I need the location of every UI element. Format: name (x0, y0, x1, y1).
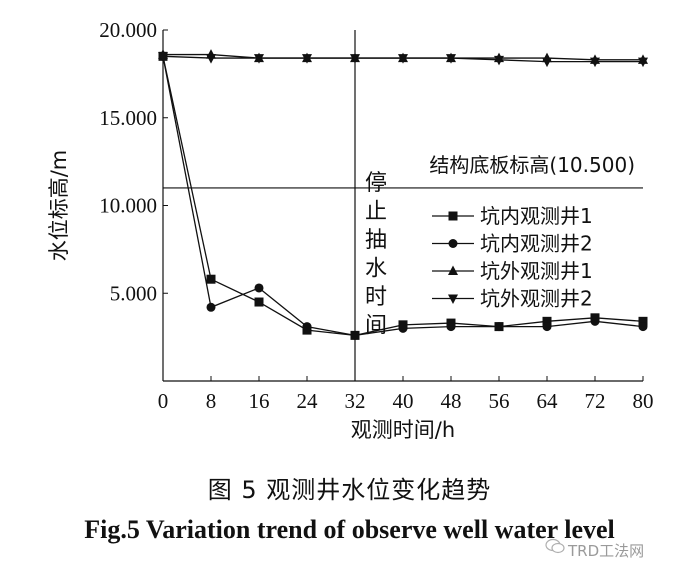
x-tick-label: 72 (585, 389, 606, 413)
data-point-series-2 (638, 322, 648, 332)
legend-label: 坑外观测井1 (480, 259, 593, 283)
event-line-label-char: 水 (365, 256, 387, 281)
wechat-icon (545, 538, 565, 554)
data-point-series-4 (158, 52, 168, 62)
x-tick-label: 24 (297, 389, 319, 413)
event-line-label-char: 抽 (365, 228, 387, 253)
data-point-series-1 (206, 274, 216, 284)
x-tick-label: 8 (206, 389, 217, 413)
x-tick-label: 16 (249, 389, 270, 413)
reference-line-label: 结构底板标高(10.500) (429, 153, 635, 177)
x-tick-label: 0 (158, 389, 169, 413)
data-point-series-4 (206, 54, 216, 64)
x-tick-label: 64 (537, 389, 559, 413)
data-point-series-2 (542, 322, 552, 332)
data-point-series-1 (254, 297, 264, 307)
legend-marker (448, 239, 458, 248)
y-axis-title: 水位标高/m (47, 150, 71, 262)
data-point-series-2 (494, 322, 504, 332)
data-point-series-4 (302, 54, 312, 64)
event-line-label-char: 停 (365, 171, 387, 196)
y-tick-label: 20.000 (99, 18, 157, 42)
legend-marker (448, 211, 458, 221)
y-tick-label: 5.000 (110, 281, 157, 305)
legend-marker (448, 294, 458, 304)
x-tick-label: 32 (345, 389, 366, 413)
data-point-series-4 (254, 54, 264, 64)
x-tick-label: 56 (489, 389, 510, 413)
legend-label: 坑内观测井1 (480, 204, 593, 228)
data-point-series-4 (638, 57, 648, 68)
data-point-series-2 (350, 330, 360, 340)
data-point-series-4 (446, 54, 456, 64)
y-tick-label: 15.000 (99, 106, 157, 130)
x-tick-label: 48 (441, 389, 462, 413)
x-axis-title: 观测时间/h (351, 418, 455, 442)
data-point-series-4 (398, 54, 408, 64)
chart-canvas: 0 8 16 24 32 40 48 56 64 72 80 5.000 10.000 15.000 20.… (47, 18, 654, 442)
data-point-series-4 (590, 57, 600, 68)
data-point-series-1 (542, 316, 552, 326)
data-point-series-2 (302, 322, 312, 332)
figure-caption-english: Fig.5 Variation trend of observe well wa… (84, 515, 615, 544)
data-point-series-2 (398, 323, 408, 333)
data-point-series-2 (206, 302, 216, 312)
x-tick-label: 80 (633, 389, 654, 413)
data-point-series-2 (446, 322, 456, 332)
event-line-label-char: 止 (365, 199, 387, 224)
data-point-series-2 (254, 283, 264, 293)
data-point-series-4 (494, 55, 504, 66)
watermark-text: TRD工法网 (568, 542, 645, 560)
event-line-label-char: 间 (365, 313, 387, 338)
legend-marker (448, 265, 458, 275)
legend-label: 坑内观测井2 (480, 232, 593, 256)
data-point-series-4 (542, 57, 552, 68)
data-point-series-2 (590, 316, 600, 326)
event-line-label-char: 时 (365, 285, 387, 310)
x-tick-label: 40 (393, 389, 414, 413)
legend-label: 坑外观测井2 (480, 287, 593, 311)
data-point-series-1 (638, 316, 648, 326)
figure-caption-chinese: 图 5 观测井水位变化趋势 (207, 476, 492, 504)
data-point-series-4 (350, 54, 360, 64)
y-tick-label: 10.000 (99, 194, 157, 218)
